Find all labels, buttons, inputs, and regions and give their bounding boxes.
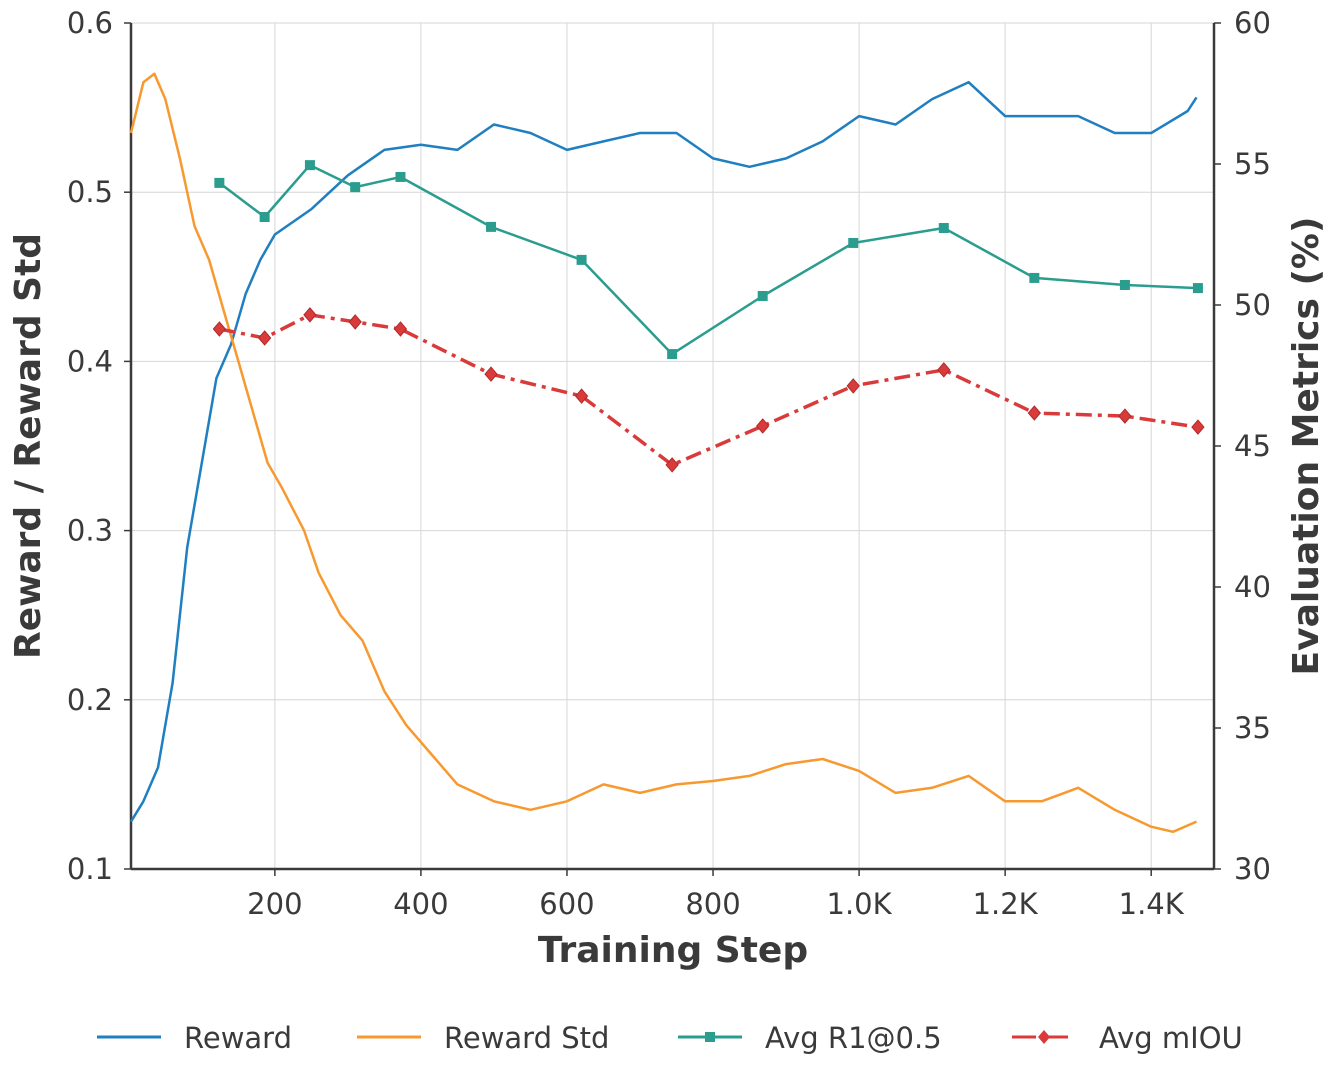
y-tick-label: 0.4: [67, 344, 113, 378]
data-point: [756, 418, 770, 434]
data-point: [574, 388, 589, 404]
y-tick-label: 0.1: [67, 852, 113, 886]
data-point: [1191, 419, 1205, 435]
data-point: [848, 237, 859, 248]
y-axis-label: Reward / Reward Std: [8, 233, 49, 659]
legend-marker: [1038, 1030, 1050, 1044]
y-tick-label: 0.6: [67, 6, 113, 40]
data-point: [484, 366, 498, 382]
series-line-avg-miou: [219, 313, 1199, 467]
y-right-tick-label: 55: [1234, 147, 1271, 181]
y-right-tick-label: 45: [1234, 429, 1271, 463]
data-point: [395, 171, 406, 182]
y-right-tick-label: 40: [1234, 570, 1271, 604]
data-point: [350, 182, 361, 193]
series-line-reward-std: [129, 72, 1197, 834]
x-tick-label: 200: [247, 887, 302, 921]
data-point: [1119, 279, 1130, 290]
data-point: [259, 212, 270, 223]
x-tick-label: 1.0K: [827, 887, 893, 921]
legend-label: Reward: [184, 1021, 292, 1055]
data-point: [348, 314, 362, 330]
data-point: [486, 221, 497, 232]
data-point: [304, 160, 315, 171]
data-point: [1029, 272, 1040, 283]
y-tick-label: 0.2: [67, 683, 113, 717]
legend-label: Reward Std: [444, 1021, 609, 1055]
data-point: [846, 378, 860, 394]
x-tick-label: 800: [685, 887, 740, 921]
x-tick-label: 600: [539, 887, 594, 921]
y-right-tick-label: 30: [1234, 852, 1271, 886]
data-point: [257, 330, 272, 346]
data-point: [665, 457, 679, 473]
legend-label: Avg mIOU: [1099, 1021, 1243, 1055]
legend-marker: [705, 1032, 715, 1042]
y-tick-label: 0.3: [67, 514, 113, 548]
data-point: [212, 321, 227, 337]
data-point: [667, 349, 678, 360]
x-tick-label: 1.4K: [1119, 887, 1185, 921]
series-line-reward: [129, 80, 1198, 823]
data-point: [757, 290, 768, 301]
data-point: [303, 307, 317, 323]
data-point: [938, 223, 949, 234]
y-right-tick-label: 50: [1234, 288, 1271, 322]
data-point: [393, 321, 408, 337]
data-point: [1192, 283, 1203, 294]
x-axis-label: Training Step: [538, 930, 808, 971]
y-right-tick-label: 35: [1234, 711, 1271, 745]
y-tick-label: 0.5: [67, 175, 113, 209]
series-line-avg-r1-0-5: [218, 163, 1198, 356]
legend-label: Avg R1@0.5: [765, 1021, 942, 1055]
data-point: [576, 254, 587, 265]
data-point: [214, 177, 225, 188]
x-tick-label: 1.2K: [973, 887, 1039, 921]
data-point: [1118, 408, 1132, 424]
y-right-axis-label: Evaluation Metrics (%): [1286, 217, 1327, 676]
data-point: [1027, 405, 1042, 421]
x-tick-label: 400: [393, 887, 448, 921]
y-right-tick-label: 60: [1234, 6, 1271, 40]
data-point: [937, 362, 951, 378]
